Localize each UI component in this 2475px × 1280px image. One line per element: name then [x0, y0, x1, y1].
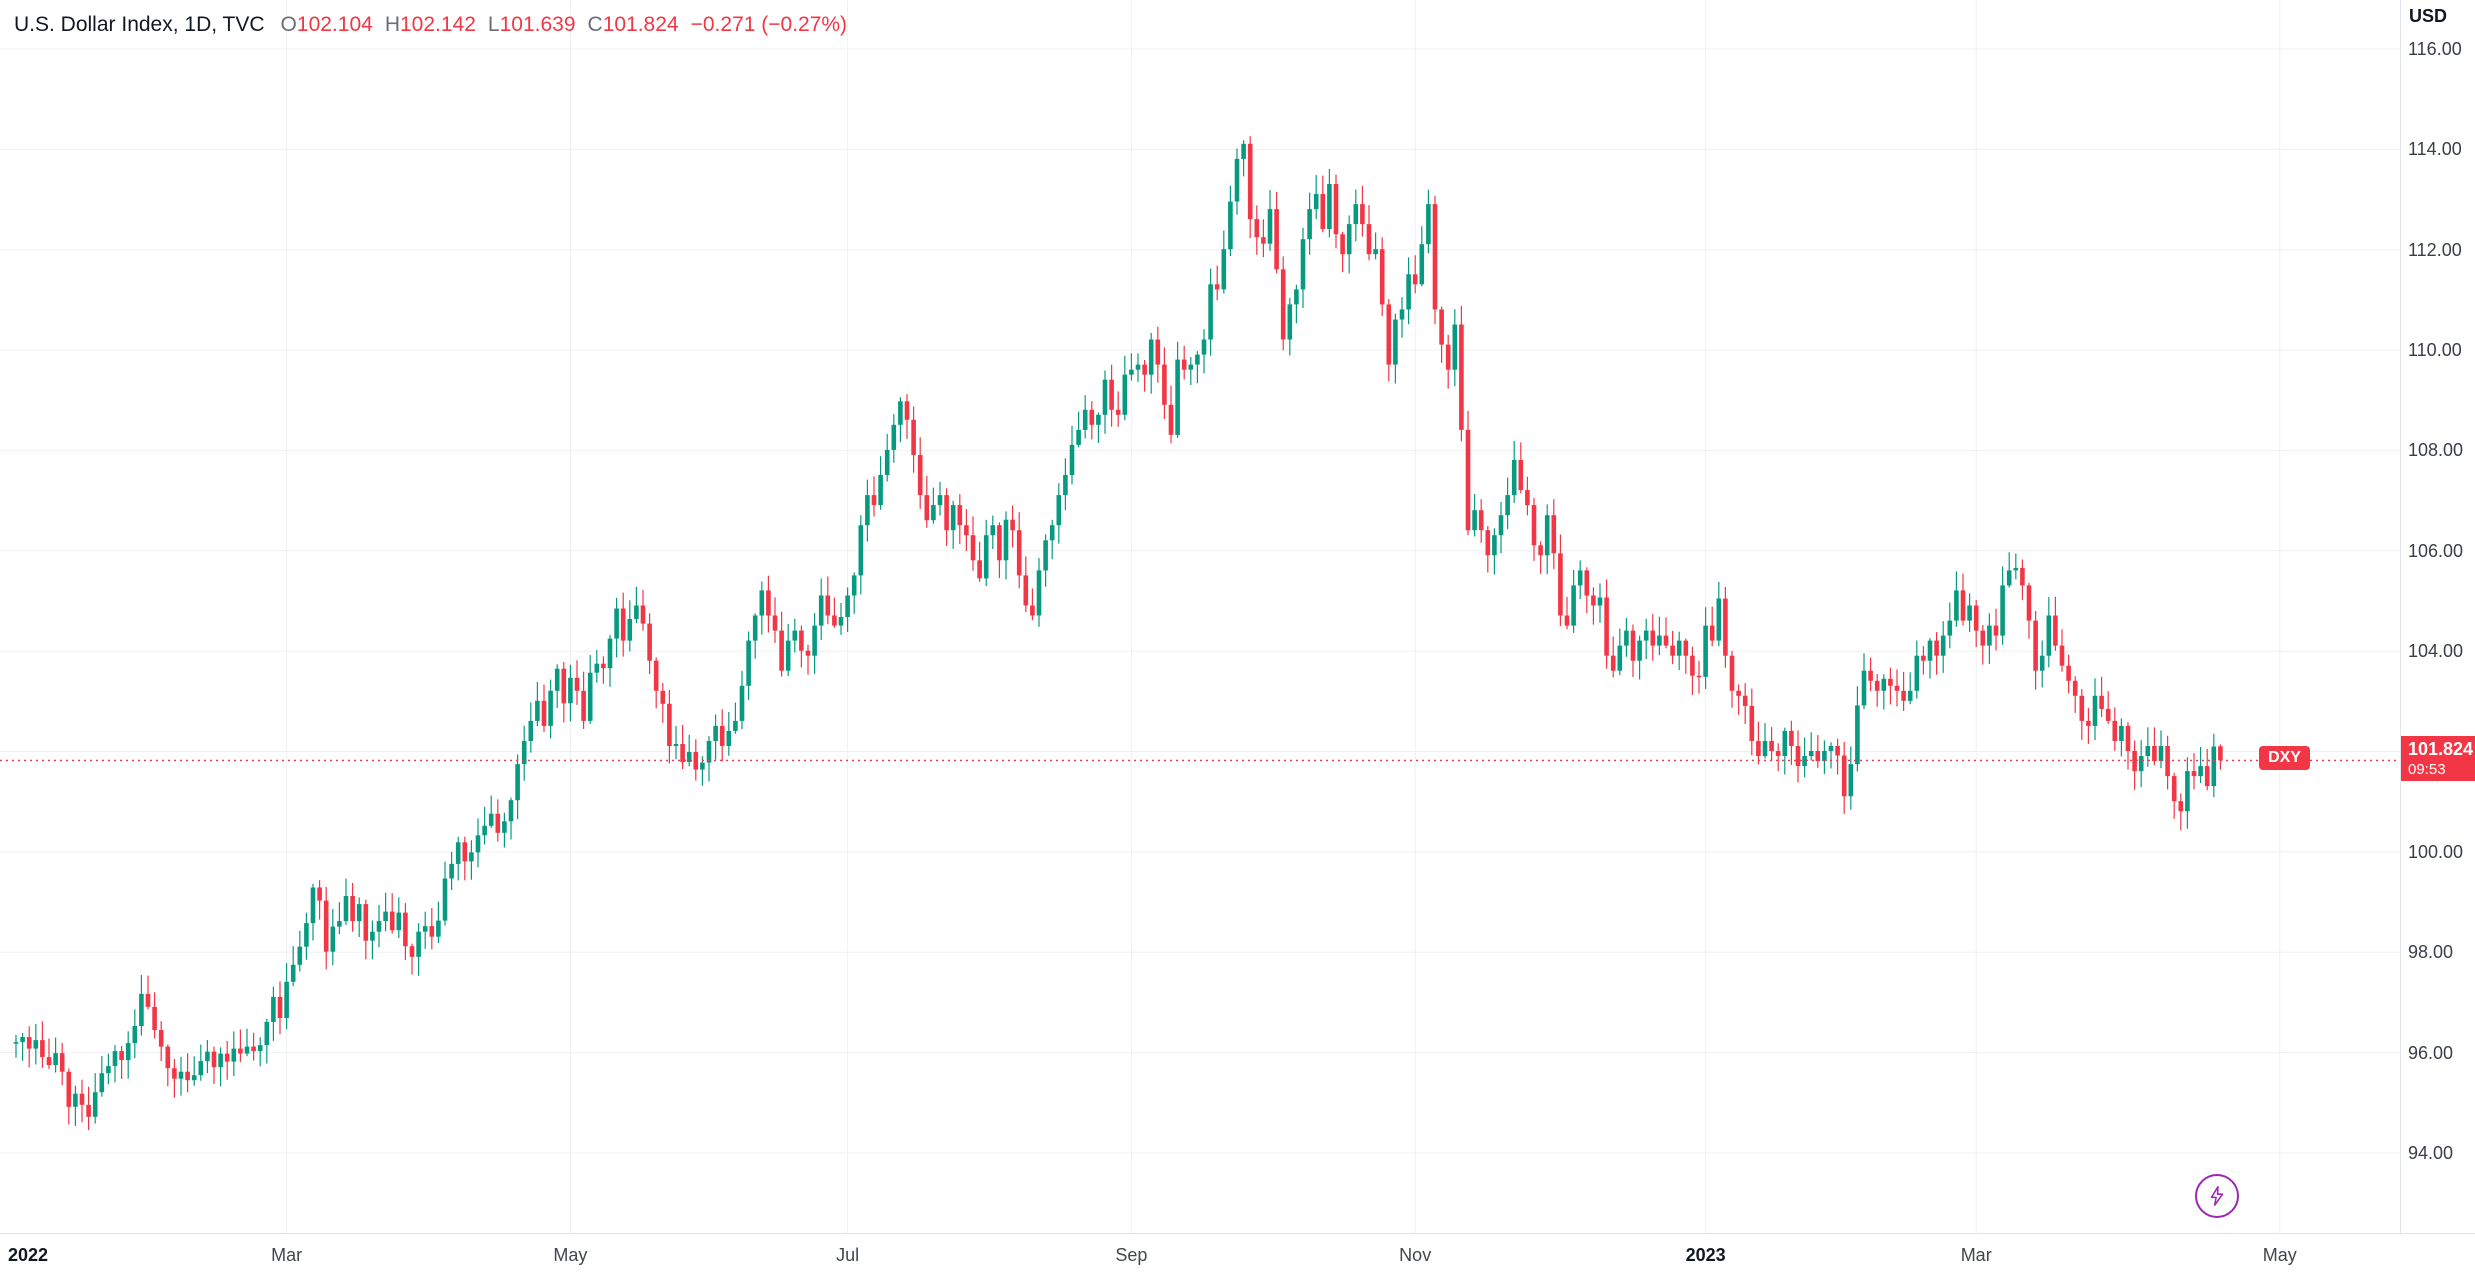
current-price-value: 101.824	[2408, 739, 2474, 760]
symbol-title[interactable]: U.S. Dollar Index, 1D, TVC	[14, 13, 265, 36]
candlestick-chart	[0, 0, 2400, 1233]
time-axis-label: 2023	[1685, 1245, 1726, 1265]
price-tick-label: 116.00	[2408, 39, 2462, 59]
price-tick-label: 94.00	[2408, 1143, 2454, 1163]
price-tick-label: 108.00	[2408, 440, 2464, 461]
ohlc-open: O102.104	[280, 13, 373, 36]
price-tick-label: 106.00	[2408, 540, 2464, 561]
price-tick-label: 98.00	[2408, 942, 2454, 963]
ohlc-low: L101.639	[487, 13, 576, 36]
price-tick-label: 104.00	[2408, 641, 2464, 662]
time-axis-label: Jul	[836, 1245, 860, 1265]
time-axis-label: Mar	[1960, 1245, 1992, 1265]
symbol-price-label: DXY	[2259, 746, 2310, 771]
time-axis-label: May	[553, 1245, 588, 1265]
lightning-button[interactable]	[2195, 1174, 2239, 1218]
bar-countdown: 09:53	[2408, 761, 2446, 779]
price-tick-label: 112.00	[2408, 239, 2462, 260]
chart-pane[interactable]: U.S. Dollar Index, 1D, TVC O102.104 H102.1…	[0, 0, 2400, 1233]
currency-label: USD	[2409, 6, 2448, 26]
time-axis-label: 2022	[8, 1245, 49, 1265]
time-axis-label: Sep	[1115, 1245, 1148, 1265]
ohlc-high: H102.142	[384, 13, 476, 36]
time-axis-label: May	[2262, 1245, 2297, 1265]
lightning-icon	[2210, 1186, 2224, 1206]
ohlc-close: C101.824	[587, 13, 679, 36]
time-axis[interactable]: 2022 Mar May Jul Sep Nov 2023 Mar May	[0, 1233, 2475, 1280]
symbol-legend: U.S. Dollar Index, 1D, TVC O102.104 H102.1…	[14, 12, 847, 38]
price-axis[interactable]: USD 101.824 09:53 116.00 114.00 112.00 110.…	[2400, 0, 2475, 1233]
time-axis-label: Nov	[1399, 1245, 1432, 1265]
price-tick-label: 100.00	[2408, 841, 2464, 862]
change-value: −0.271 (−0.27%)	[690, 13, 848, 36]
price-tick-label: 110.00	[2408, 340, 2462, 361]
time-axis-label: Mar	[271, 1245, 303, 1265]
price-tick-label: 96.00	[2408, 1042, 2454, 1063]
price-tick-label: 114.00	[2408, 139, 2462, 160]
current-price-tag: 101.824 09:53	[2401, 736, 2475, 782]
